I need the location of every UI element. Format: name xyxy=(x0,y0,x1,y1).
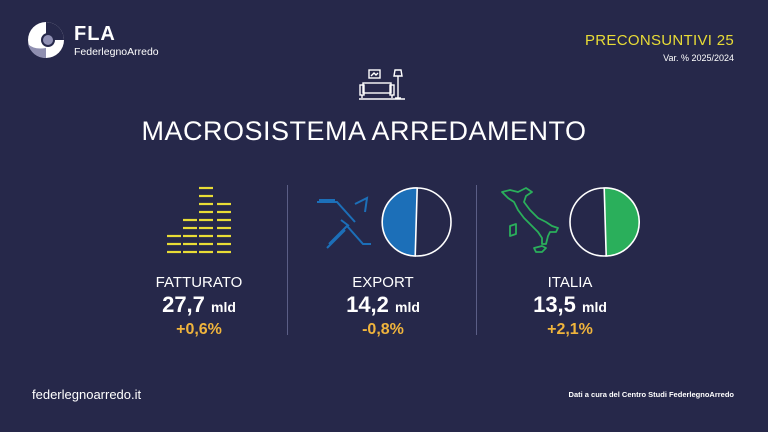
italia-share-pie xyxy=(569,187,640,257)
metric-change: +2,1% xyxy=(547,321,593,338)
website-link[interactable]: federlegnoarredo.it xyxy=(32,387,142,402)
brand-subtitle: FederlegnoArredo xyxy=(74,46,159,58)
furniture-sofa-lamp-icon xyxy=(359,69,405,100)
fla-logo-icon xyxy=(28,22,64,59)
metric-label: ITALIA xyxy=(547,274,593,291)
brand-logo: FLA FederlegnoArredo xyxy=(26,18,166,62)
metric-label: EXPORT xyxy=(352,274,414,291)
bar-stack-icon xyxy=(167,186,231,254)
column-divider xyxy=(476,185,477,335)
metric-change: +0,6% xyxy=(176,321,222,338)
metric-value: 27,7 mld xyxy=(162,292,236,317)
metric-value: 14,2 mld xyxy=(346,292,420,317)
column-divider xyxy=(287,185,288,335)
export-share-pie xyxy=(381,187,452,257)
page-title: MACROSISTEMA ARREDAMENTO xyxy=(141,116,587,146)
metric-value: 13,5 mld xyxy=(533,292,607,317)
preconsuntivi-label: PRECONSUNTIVI 25 xyxy=(585,32,734,49)
metric-label: FATTURATO xyxy=(155,274,243,291)
metric-change: -0,8% xyxy=(362,321,404,338)
variation-label: Var. % 2025/2024 xyxy=(663,53,734,63)
source-note: Dati a cura del Centro Studi FederlegnoA… xyxy=(568,390,734,399)
brand-name: FLA xyxy=(74,23,116,45)
italy-map-icon xyxy=(501,187,559,253)
export-arrows-icon xyxy=(317,196,371,249)
